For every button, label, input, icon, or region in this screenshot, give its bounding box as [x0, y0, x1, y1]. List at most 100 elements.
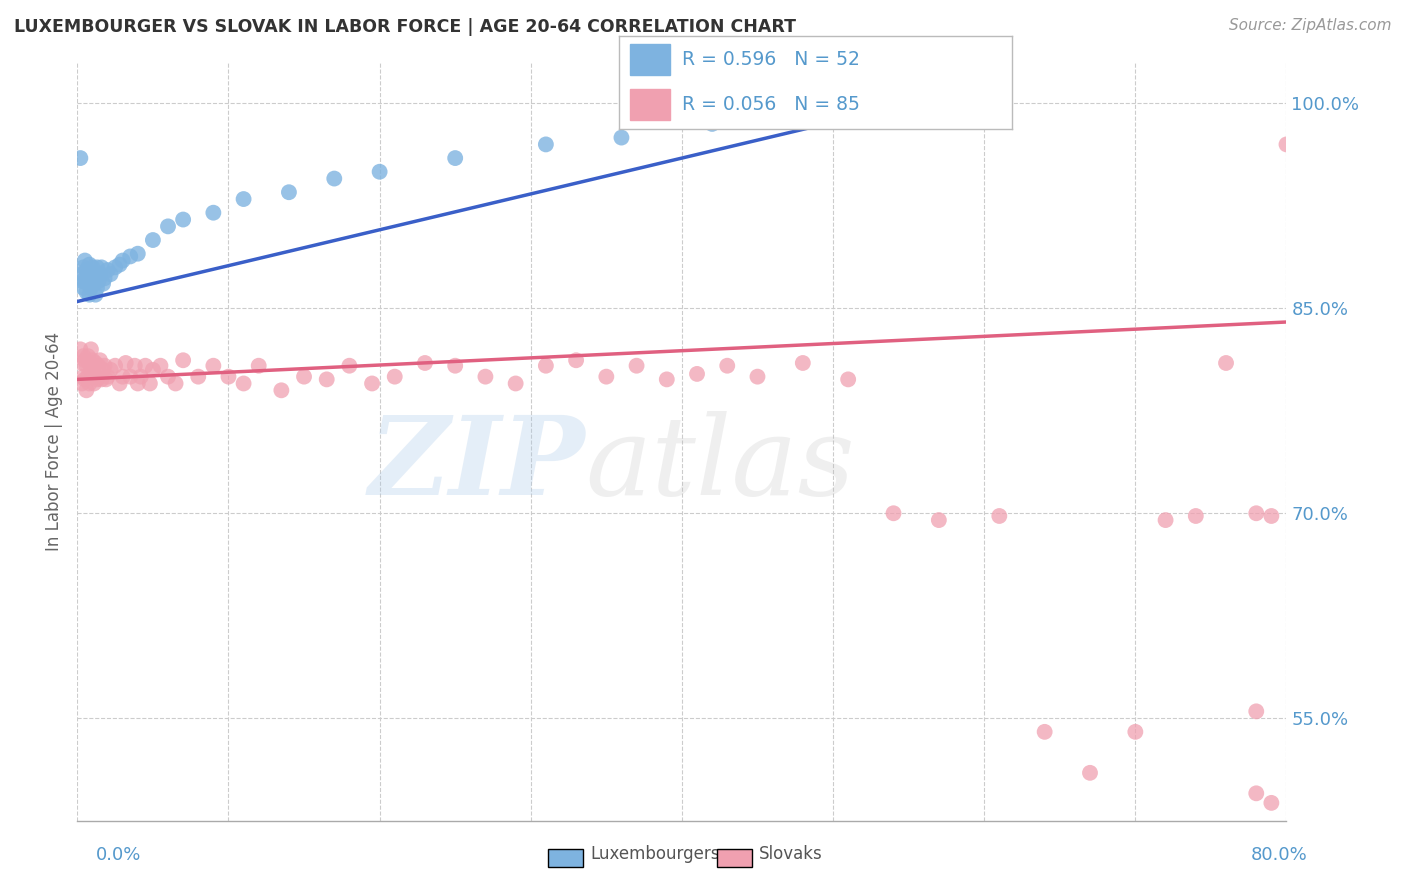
Point: [86, 260, 108, 275]
Point: [278, 185, 301, 199]
Point: [91, 277, 114, 291]
Point: [69, 151, 91, 165]
Point: [84, 369, 107, 384]
Point: [505, 376, 527, 391]
Point: [988, 508, 1011, 523]
Point: [142, 363, 165, 377]
Point: [1033, 724, 1056, 739]
Point: [111, 253, 134, 268]
Point: [626, 359, 648, 373]
Point: [90, 372, 112, 386]
Text: atlas: atlas: [585, 410, 855, 518]
Point: [1184, 508, 1206, 523]
Point: [100, 267, 122, 281]
Text: ZIP: ZIP: [368, 410, 585, 518]
Point: [232, 192, 254, 206]
Point: [83, 376, 105, 391]
Point: [534, 359, 557, 373]
Point: [70, 376, 93, 391]
Point: [127, 246, 149, 260]
Point: [139, 376, 162, 391]
Point: [72, 369, 94, 384]
Point: [702, 117, 724, 131]
Point: [111, 369, 134, 384]
Point: [90, 260, 112, 275]
Point: [89, 267, 111, 281]
Point: [83, 359, 105, 373]
Point: [72, 281, 94, 295]
Point: [91, 363, 114, 377]
Text: Slovaks: Slovaks: [759, 845, 823, 863]
Point: [72, 260, 94, 275]
Point: [142, 233, 165, 247]
Point: [108, 258, 131, 272]
Point: [83, 277, 105, 291]
Point: [73, 353, 96, 368]
Point: [928, 513, 950, 527]
Point: [70, 274, 93, 288]
Point: [1246, 506, 1268, 520]
Point: [70, 356, 93, 370]
Point: [75, 359, 97, 373]
Point: [75, 274, 97, 288]
Point: [218, 369, 240, 384]
Point: [93, 359, 115, 373]
Point: [79, 287, 101, 301]
Point: [108, 376, 131, 391]
Point: [83, 267, 105, 281]
Point: [534, 137, 557, 152]
Point: [120, 249, 142, 263]
Point: [1275, 137, 1298, 152]
Point: [77, 267, 100, 281]
Point: [84, 287, 107, 301]
Point: [79, 356, 101, 370]
Point: [686, 367, 709, 381]
Point: [104, 260, 127, 275]
Text: R = 0.056   N = 85: R = 0.056 N = 85: [682, 95, 859, 114]
Point: [75, 263, 97, 277]
Point: [323, 171, 346, 186]
Point: [165, 376, 187, 391]
Text: 0.0%: 0.0%: [96, 846, 141, 863]
Point: [77, 277, 100, 291]
Point: [1123, 724, 1146, 739]
Point: [77, 369, 100, 384]
Point: [73, 372, 96, 386]
Point: [444, 359, 467, 373]
Point: [157, 219, 180, 234]
Point: [172, 353, 194, 368]
Point: [80, 267, 103, 281]
Point: [70, 267, 93, 281]
Point: [337, 359, 360, 373]
Point: [292, 369, 315, 384]
Point: [96, 369, 118, 384]
Point: [202, 359, 225, 373]
Point: [1215, 356, 1237, 370]
Point: [84, 356, 107, 370]
Point: [776, 110, 799, 124]
Point: [610, 130, 633, 145]
Point: [172, 212, 194, 227]
Point: [82, 274, 104, 288]
Point: [1260, 508, 1282, 523]
Point: [73, 274, 96, 288]
Point: [270, 384, 292, 398]
Y-axis label: In Labor Force | Age 20-64: In Labor Force | Age 20-64: [45, 332, 63, 551]
Point: [79, 274, 101, 288]
Point: [1078, 765, 1101, 780]
Point: [75, 285, 97, 299]
Point: [129, 369, 152, 384]
Point: [96, 263, 118, 277]
Point: [868, 103, 890, 118]
Point: [87, 359, 110, 373]
Point: [100, 363, 122, 377]
Point: [84, 271, 107, 285]
Point: [413, 356, 436, 370]
Point: [157, 369, 180, 384]
Point: [114, 356, 136, 370]
Point: [187, 369, 209, 384]
Bar: [630, 44, 669, 75]
Text: R = 0.596   N = 52: R = 0.596 N = 52: [682, 50, 859, 69]
Point: [82, 260, 104, 275]
Point: [747, 369, 769, 384]
